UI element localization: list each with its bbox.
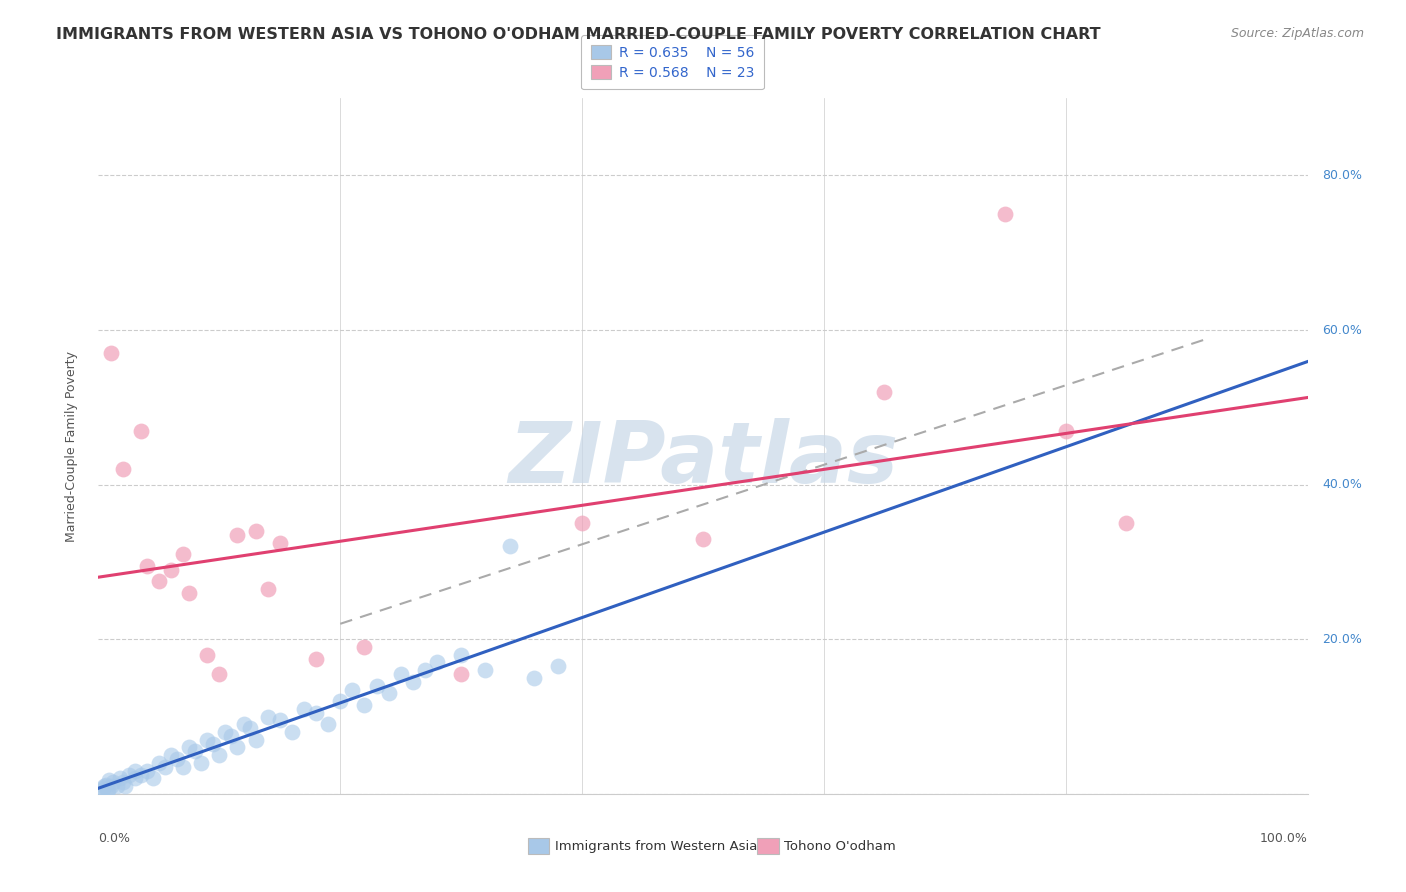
Point xyxy=(873,384,896,399)
Point xyxy=(450,667,472,681)
Text: 80.0%: 80.0% xyxy=(1322,169,1362,182)
Point xyxy=(114,779,136,793)
Point xyxy=(97,783,120,797)
Point xyxy=(118,767,141,781)
Y-axis label: Married-Couple Family Poverty: Married-Couple Family Poverty xyxy=(65,351,77,541)
Point xyxy=(571,516,593,531)
Point xyxy=(160,563,183,577)
Point xyxy=(269,535,291,549)
Point xyxy=(93,779,115,793)
Point xyxy=(1054,424,1077,438)
Point xyxy=(129,767,152,781)
Point xyxy=(153,760,176,774)
Point xyxy=(245,524,267,538)
Point xyxy=(108,772,131,786)
Point xyxy=(190,756,212,770)
Point xyxy=(226,740,249,755)
Point xyxy=(124,772,146,786)
Point xyxy=(98,772,121,787)
Point xyxy=(160,748,183,763)
Text: 20.0%: 20.0% xyxy=(1322,632,1362,646)
Point xyxy=(245,732,267,747)
Point xyxy=(135,558,157,573)
Point xyxy=(413,663,436,677)
Point xyxy=(135,764,157,778)
Point xyxy=(389,667,412,681)
Point xyxy=(450,648,472,662)
Point xyxy=(179,740,201,755)
Point xyxy=(256,709,278,723)
Text: 100.0%: 100.0% xyxy=(1260,832,1308,845)
Point xyxy=(214,725,236,739)
Point xyxy=(498,540,520,554)
Text: Immigrants from Western Asia: Immigrants from Western Asia xyxy=(555,839,758,853)
Point xyxy=(523,671,546,685)
Point xyxy=(94,778,117,792)
Point xyxy=(305,651,328,665)
Text: ZIPatlas: ZIPatlas xyxy=(508,418,898,501)
Point xyxy=(91,780,114,795)
Point xyxy=(179,586,201,600)
Point xyxy=(292,702,315,716)
Legend: R = 0.635    N = 56, R = 0.568    N = 23: R = 0.635 N = 56, R = 0.568 N = 23 xyxy=(582,36,763,89)
Point xyxy=(221,729,243,743)
Point xyxy=(994,207,1017,221)
Point xyxy=(208,748,231,763)
Point xyxy=(148,756,170,770)
Point xyxy=(100,779,122,793)
Point xyxy=(269,714,291,728)
Point xyxy=(148,574,170,589)
Point xyxy=(426,656,449,670)
Point xyxy=(100,346,122,360)
Text: Source: ZipAtlas.com: Source: ZipAtlas.com xyxy=(1230,27,1364,40)
Point xyxy=(91,783,114,797)
Point xyxy=(547,659,569,673)
Point xyxy=(195,648,218,662)
Point xyxy=(692,532,714,546)
Point xyxy=(142,772,165,786)
Point xyxy=(329,694,352,708)
Point xyxy=(226,528,249,542)
Point xyxy=(96,784,118,798)
Point xyxy=(366,679,388,693)
Point xyxy=(202,737,225,751)
Point xyxy=(172,760,194,774)
Point xyxy=(172,547,194,561)
Text: 60.0%: 60.0% xyxy=(1322,324,1362,336)
Point xyxy=(129,424,152,438)
Point xyxy=(101,775,124,789)
Text: IMMIGRANTS FROM WESTERN ASIA VS TOHONO O'ODHAM MARRIED-COUPLE FAMILY POVERTY COR: IMMIGRANTS FROM WESTERN ASIA VS TOHONO O… xyxy=(56,27,1101,42)
Point xyxy=(305,706,328,720)
Point xyxy=(353,640,375,654)
Point xyxy=(124,764,146,778)
Point xyxy=(1115,516,1137,531)
Point xyxy=(195,732,218,747)
Text: 0.0%: 0.0% xyxy=(98,832,131,845)
Point xyxy=(166,752,188,766)
Point xyxy=(474,663,496,677)
Point xyxy=(256,582,278,596)
Bar xyxy=(758,838,779,854)
Point xyxy=(402,674,425,689)
Bar xyxy=(527,838,550,854)
Point xyxy=(232,717,254,731)
Point xyxy=(111,775,134,789)
Point xyxy=(377,686,399,700)
Point xyxy=(111,462,134,476)
Point xyxy=(281,725,304,739)
Point xyxy=(342,682,364,697)
Point xyxy=(316,717,339,731)
Text: 40.0%: 40.0% xyxy=(1322,478,1362,491)
Point xyxy=(184,744,207,758)
Text: Tohono O'odham: Tohono O'odham xyxy=(785,839,896,853)
Point xyxy=(105,779,128,793)
Point xyxy=(239,721,262,735)
Point xyxy=(353,698,375,712)
Point xyxy=(208,667,231,681)
